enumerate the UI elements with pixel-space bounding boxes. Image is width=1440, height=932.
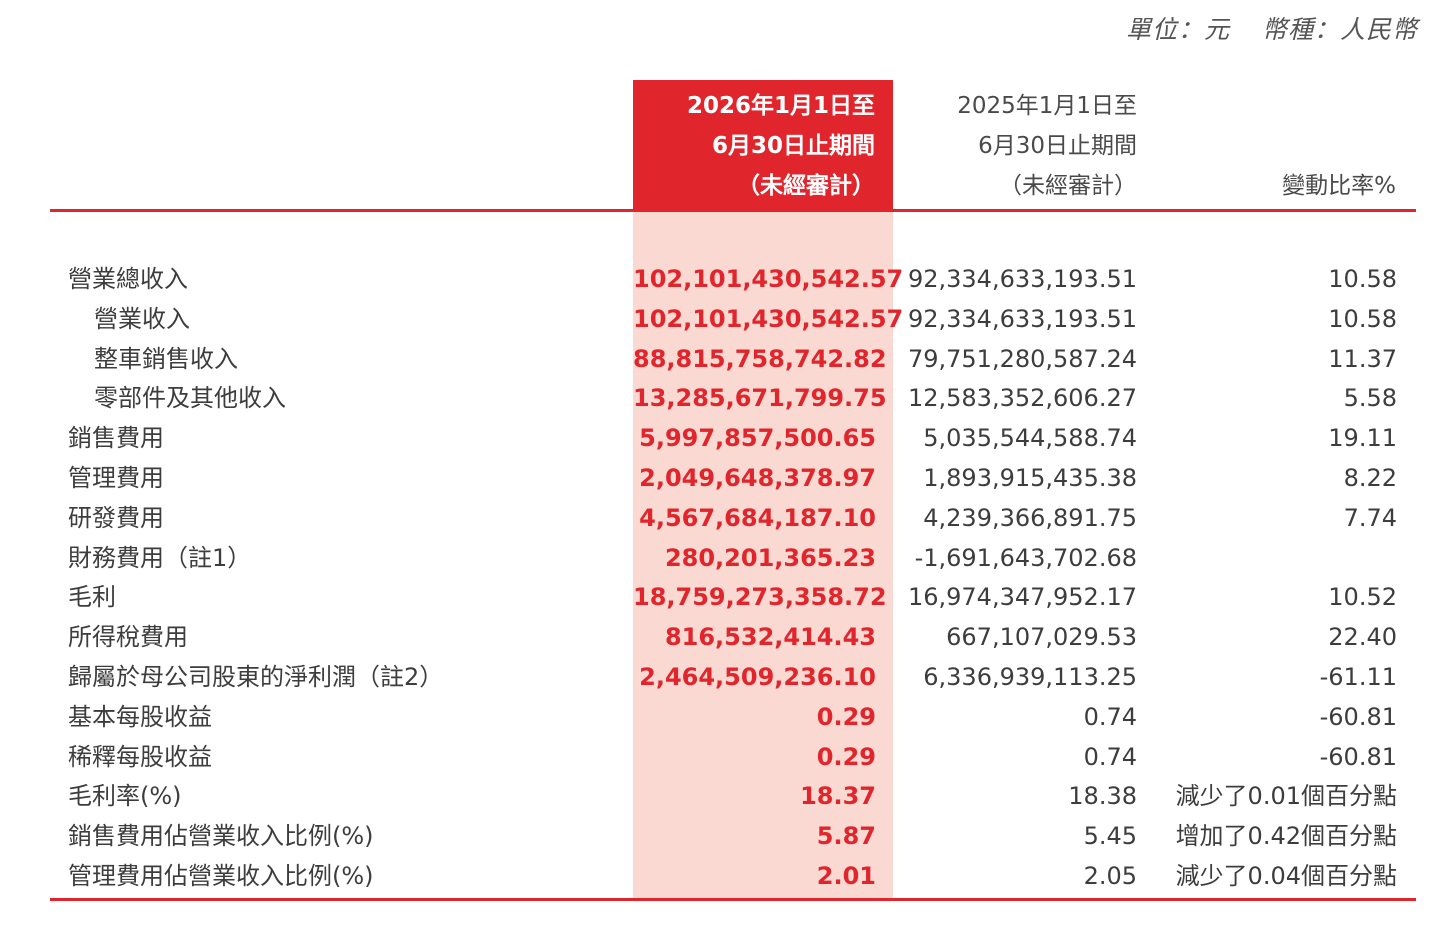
change-rate-header: 變動比率% [1160, 166, 1396, 206]
table-row: 稀釋每股收益 0.29 0.74 -60.81 [0, 737, 1440, 777]
table-row: 整車銷售收入 88,815,758,742.82 79,751,280,587.24… [0, 339, 1440, 379]
prior-period-value: 6,336,939,113.25 [923, 662, 1137, 691]
prior-period-line-3: （未經審計） [999, 173, 1137, 199]
change-rate-value: 減少了0.04個百分點 [1175, 861, 1397, 890]
currency-label: 幣種：人民幣 [1261, 15, 1418, 44]
change-rate-value: 22.40 [1328, 623, 1397, 652]
header-divider [50, 209, 1416, 212]
current-period-line-2: 6月30日止期間 [711, 133, 875, 159]
prior-period-value: 92,334,633,193.51 [907, 265, 1137, 293]
prior-period-value: 4,239,366,891.75 [923, 503, 1137, 532]
change-rate-value: 5.58 [1343, 384, 1397, 413]
change-rate-value: -61.11 [1319, 662, 1397, 691]
prior-period-value: 16,974,347,952.17 [907, 583, 1137, 612]
current-period-value: 102,101,430,542.57 [633, 304, 904, 333]
row-label: 財務費用（註1） [68, 543, 252, 572]
prior-period-value: 0.74 [1083, 702, 1137, 731]
row-label: 毛利率(%) [68, 782, 182, 811]
prior-period-value: 5,035,544,588.74 [923, 424, 1137, 453]
prior-period-value: 5.45 [1083, 822, 1137, 851]
current-period-value: 2,464,509,236.10 [639, 662, 876, 691]
current-period-value: 88,815,758,742.82 [633, 344, 887, 373]
row-label: 所得稅費用 [68, 623, 188, 652]
financial-table-body: 營業總收入 102,101,430,542.57 92,334,633,193.51… [0, 259, 1440, 896]
current-period-value: 5.87 [816, 822, 876, 851]
row-label: 管理費用 [68, 463, 164, 492]
table-row: 歸屬於母公司股東的淨利潤（註2） 2,464,509,236.10 6,336,93… [0, 657, 1440, 697]
table-row: 營業總收入 102,101,430,542.57 92,334,633,193.51… [0, 259, 1440, 299]
prior-period-value: 0.74 [1083, 742, 1137, 771]
change-rate-value: 10.58 [1328, 304, 1397, 333]
change-rate-value: 增加了0.42個百分點 [1175, 822, 1397, 851]
row-label: 營業總收入 [68, 265, 188, 293]
current-period-value: 4,567,684,187.10 [639, 503, 876, 532]
change-rate-value: 7.74 [1343, 503, 1397, 532]
table-row: 所得稅費用 816,532,414.43 667,107,029.53 22.40 [0, 617, 1440, 657]
row-label: 基本每股收益 [68, 702, 212, 731]
table-row: 零部件及其他收入 13,285,671,799.75 12,583,352,606.… [0, 378, 1440, 418]
change-rate-value: 10.52 [1328, 583, 1397, 612]
current-period-value: 102,101,430,542.57 [633, 265, 904, 293]
current-period-value: 18.37 [800, 782, 876, 811]
change-rate-value: 減少了0.01個百分點 [1175, 782, 1397, 811]
prior-period-value: 2.05 [1083, 861, 1137, 890]
row-label: 營業收入 [94, 304, 190, 333]
row-label: 銷售費用佔營業收入比例(%) [68, 822, 374, 851]
table-row: 基本每股收益 0.29 0.74 -60.81 [0, 697, 1440, 737]
current-period-header: 2026年1月1日至 6月30日止期間 （未經審計） [633, 86, 875, 206]
current-period-value: 18,759,273,358.72 [633, 583, 887, 612]
table-row: 營業收入 102,101,430,542.57 92,334,633,193.51 1… [0, 299, 1440, 339]
change-rate-label: 變動比率% [1282, 173, 1396, 199]
row-label: 歸屬於母公司股東的淨利潤（註2） [68, 662, 444, 691]
current-period-value: 2.01 [816, 861, 876, 890]
current-period-value: 816,532,414.43 [664, 623, 876, 652]
change-rate-value: -60.81 [1319, 702, 1397, 731]
current-period-value: 0.29 [816, 702, 876, 731]
prior-period-value: 92,334,633,193.51 [907, 304, 1137, 333]
current-period-header-highlight [633, 80, 893, 210]
prior-period-value: 79,751,280,587.24 [907, 344, 1137, 373]
prior-period-value: 12,583,352,606.27 [907, 384, 1137, 413]
row-label: 毛利 [68, 583, 116, 612]
unit-currency-line: 單位：元 幣種：人民幣 [1126, 10, 1418, 46]
current-period-value: 280,201,365.23 [664, 543, 876, 572]
table-row: 毛利率(%) 18.37 18.38 減少了0.01個百分點 [0, 776, 1440, 816]
change-rate-value: 11.37 [1328, 344, 1397, 373]
current-period-line-3: （未經審計） [737, 173, 875, 199]
row-label: 稀釋每股收益 [68, 742, 212, 771]
table-row: 銷售費用佔營業收入比例(%) 5.87 5.45 增加了0.42個百分點 [0, 816, 1440, 856]
row-label: 銷售費用 [68, 424, 164, 453]
current-period-column-highlight [633, 212, 893, 898]
prior-period-value: 667,107,029.53 [946, 623, 1137, 652]
change-rate-value: 19.11 [1328, 424, 1397, 453]
prior-period-line-2: 6月30日止期間 [978, 133, 1137, 159]
change-rate-value: 8.22 [1343, 463, 1397, 492]
prior-period-value: 18.38 [1068, 782, 1137, 811]
unit-label: 單位：元 [1125, 15, 1230, 44]
prior-period-line-1: 2025年1月1日至 [957, 93, 1137, 119]
row-label: 整車銷售收入 [94, 344, 238, 373]
current-period-value: 0.29 [816, 742, 876, 771]
row-label: 管理費用佔營業收入比例(%) [68, 861, 374, 890]
current-period-value: 13,285,671,799.75 [633, 384, 887, 413]
table-bottom-rule [50, 898, 1416, 901]
change-rate-value: -60.81 [1319, 742, 1397, 771]
table-row: 財務費用（註1） 280,201,365.23 -1,691,643,702.68 [0, 538, 1440, 578]
current-period-value: 5,997,857,500.65 [639, 424, 876, 453]
current-period-value: 2,049,648,378.97 [639, 463, 876, 492]
row-label: 零部件及其他收入 [94, 384, 286, 413]
change-rate-value: 10.58 [1328, 265, 1397, 293]
table-row: 毛利 18,759,273,358.72 16,974,347,952.17 10.5… [0, 577, 1440, 617]
table-row: 管理費用佔營業收入比例(%) 2.01 2.05 減少了0.04個百分點 [0, 856, 1440, 896]
prior-period-value: 1,893,915,435.38 [923, 463, 1137, 492]
current-period-line-1: 2026年1月1日至 [686, 93, 875, 119]
prior-period-header: 2025年1月1日至 6月30日止期間 （未經審計） [893, 86, 1137, 206]
row-label: 研發費用 [68, 503, 164, 532]
table-row: 研發費用 4,567,684,187.10 4,239,366,891.75 7.74 [0, 498, 1440, 538]
table-row: 管理費用 2,049,648,378.97 1,893,915,435.38 8.22 [0, 458, 1440, 498]
prior-period-value: -1,691,643,702.68 [914, 543, 1137, 572]
table-row: 銷售費用 5,997,857,500.65 5,035,544,588.74 19.1… [0, 418, 1440, 458]
